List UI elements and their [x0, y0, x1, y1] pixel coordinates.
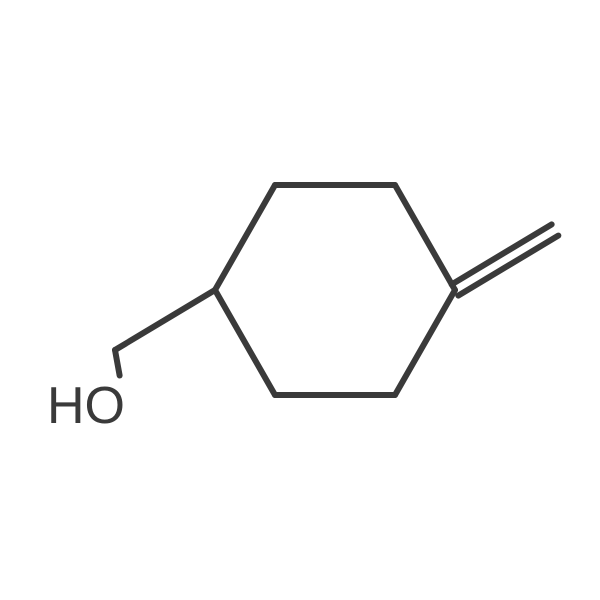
- molecule-diagram: HO: [0, 0, 600, 600]
- bond-line: [115, 290, 215, 350]
- bond-line: [395, 290, 455, 395]
- bond-line: [115, 350, 120, 375]
- bond-line: [395, 185, 455, 290]
- atom-label-hydroxyl: HO: [47, 377, 125, 435]
- bond-line: [215, 290, 275, 395]
- bond-line: [458, 236, 558, 296]
- bond-line: [452, 224, 552, 284]
- bond-line: [215, 185, 275, 290]
